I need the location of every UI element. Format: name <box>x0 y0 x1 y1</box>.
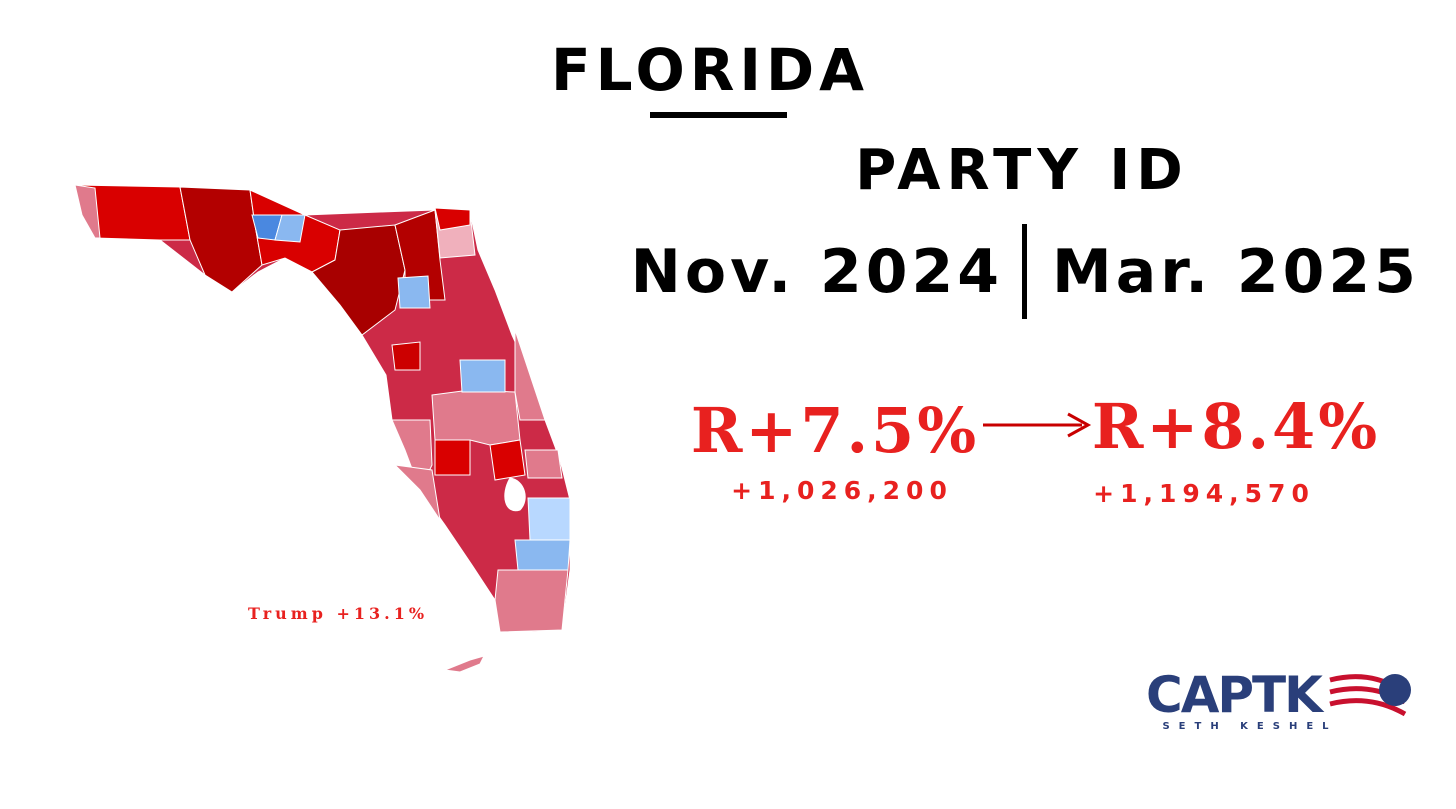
stlucie-pink <box>524 449 563 479</box>
title: FLORIDA <box>551 36 869 104</box>
party-advantage: +1,026,200 <box>731 476 953 505</box>
logo-tagline: SETH KESHEL <box>1162 721 1337 732</box>
logo: CAPTK SETH KESHEL <box>1146 666 1411 732</box>
broward <box>514 539 571 571</box>
subtitle: PARTY ID <box>855 138 1188 203</box>
party-margin: R+7.5% <box>691 394 979 467</box>
party-margin: R+8.4% <box>1092 390 1380 463</box>
county-orange <box>459 359 506 393</box>
keys <box>443 655 485 673</box>
east-coast-pink <box>514 329 546 421</box>
arrow <box>983 412 1092 438</box>
citrus <box>391 341 421 371</box>
period-date: Nov. 2024 <box>631 237 1003 307</box>
okeechobee-red <box>489 439 526 481</box>
map-label: Trump +13.1% <box>248 604 428 623</box>
palm-beach <box>527 497 571 541</box>
sw-pink <box>393 464 441 521</box>
lake-okeechobee <box>504 477 526 512</box>
party-advantage: +1,194,570 <box>1093 479 1315 508</box>
nassau <box>434 207 471 231</box>
panhandle-west-pink <box>74 184 101 239</box>
period-date: Mar. 2025 <box>1052 237 1420 307</box>
florida-map <box>74 184 571 673</box>
title-underline <box>650 112 787 118</box>
county-alachua <box>397 275 431 309</box>
central-pink <box>431 389 521 446</box>
logo-name: CAPTK <box>1146 666 1325 724</box>
county-blue-light <box>274 214 306 243</box>
date-divider <box>1022 224 1027 319</box>
miami-dade <box>494 569 569 633</box>
logo-flag-stripes <box>1329 674 1411 717</box>
polk-red <box>434 439 471 476</box>
